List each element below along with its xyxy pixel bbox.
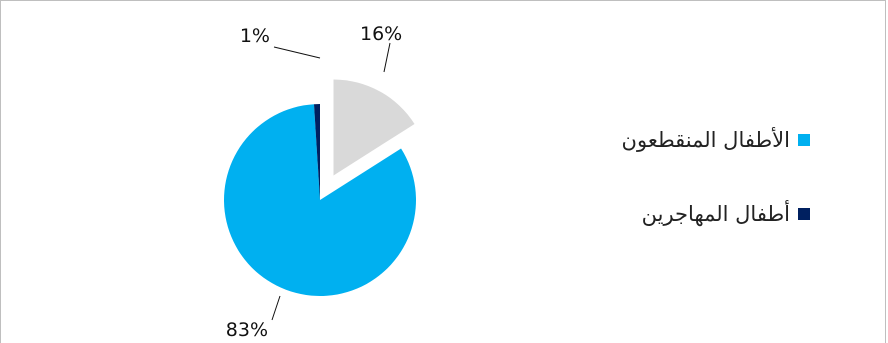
pie-slice-migrant <box>313 104 320 200</box>
data-labels: 16% 83% 1% <box>226 23 402 341</box>
pie-slice-other-leader-line <box>383 42 391 73</box>
pie-slice-migrant-label: 1% <box>240 25 270 47</box>
pie-slice-other-label: 16% <box>360 23 402 45</box>
legend-label-migrant: أطفال المهاجرين <box>641 202 790 226</box>
legend-item-migrant-children: أطفال المهاجرين <box>560 194 810 234</box>
pie-slice-dropout <box>224 104 416 296</box>
legend: الأطفال المنقطعون أطفال المهاجرين <box>560 120 810 268</box>
pie-slice-migrant-leader-line <box>273 46 321 59</box>
leader-lines <box>271 42 391 321</box>
legend-item-dropout-children: الأطفال المنقطعون <box>560 120 810 160</box>
legend-swatch-dropout <box>798 134 810 146</box>
pie-slice-other <box>333 79 415 176</box>
pie-slices <box>224 79 416 296</box>
legend-swatch-migrant <box>798 208 810 220</box>
pie-slice-dropout-label: 83% <box>226 319 268 341</box>
legend-label-dropout: الأطفال المنقطعون <box>621 128 790 152</box>
pie-slice-dropout-leader-line <box>271 295 281 321</box>
